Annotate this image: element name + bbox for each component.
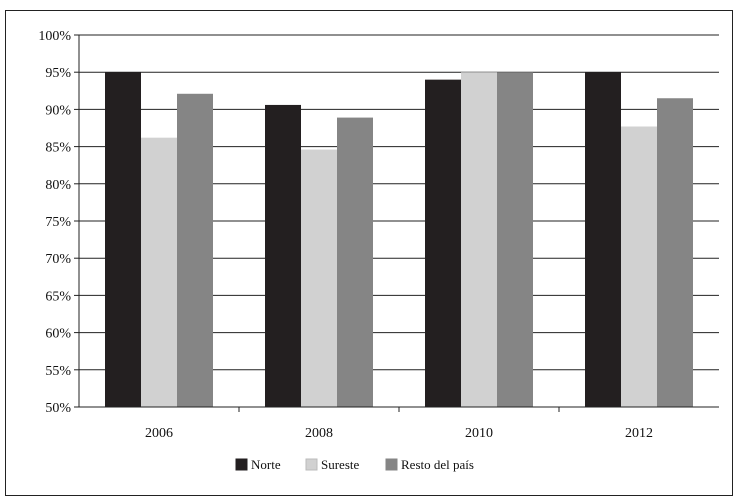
legend-label: Norte	[251, 457, 281, 472]
bar-chart: 50%55%60%65%70%75%80%85%90%95%100% 2006 2…	[38, 29, 719, 472]
bar-norte-2008	[265, 104, 301, 407]
x-axis: 2006 2008 2010 2012	[79, 406, 719, 441]
y-tick-label: 75%	[45, 215, 71, 230]
legend-swatch	[385, 458, 398, 471]
y-tick-label: 65%	[45, 289, 71, 304]
y-tick-label: 95%	[45, 66, 71, 81]
x-tick-label: 2008	[305, 426, 333, 441]
bar-resto-del-país-2008	[337, 117, 373, 408]
legend: Norte Sureste Resto del país	[235, 457, 474, 472]
bar-sureste-2006	[141, 137, 177, 407]
y-tick-label: 80%	[45, 178, 71, 193]
bars	[105, 72, 693, 408]
bar-sureste-2008	[301, 149, 337, 408]
bar-resto-del-país-2010	[497, 72, 533, 407]
x-tick-label: 2006	[145, 426, 173, 441]
y-tick-label: 85%	[45, 141, 71, 156]
legend-label: Resto del país	[401, 457, 474, 472]
y-tick-label: 90%	[45, 103, 71, 118]
x-tick-label: 2010	[465, 426, 493, 441]
y-tick-label: 100%	[38, 29, 71, 44]
bar-norte-2010	[425, 79, 461, 407]
bar-norte-2012	[585, 72, 621, 407]
legend-label: Sureste	[321, 457, 360, 472]
bar-resto-del-país-2012	[657, 98, 693, 408]
legend-swatch	[305, 458, 318, 471]
y-tick-label: 70%	[45, 252, 71, 267]
bar-resto-del-país-2006	[177, 93, 213, 407]
bar-sureste-2012	[621, 126, 657, 408]
y-tick-label: 55%	[45, 364, 71, 379]
chart-frame: 50% 55% 60% 65% 70% 75% 80% 85% 90% 95% 100% 2006 2…	[5, 10, 733, 496]
y-tick-label: 50%	[45, 401, 71, 416]
x-tick-label: 2012	[625, 426, 653, 441]
bar-norte-2006	[105, 72, 141, 407]
bar-sureste-2010	[461, 72, 497, 407]
y-axis: 50% 55% 60% 65% 70% 75% 80% 85% 90% 95% 100%	[38, 29, 80, 416]
legend-swatch	[235, 458, 248, 471]
y-tick-label: 60%	[45, 327, 71, 342]
